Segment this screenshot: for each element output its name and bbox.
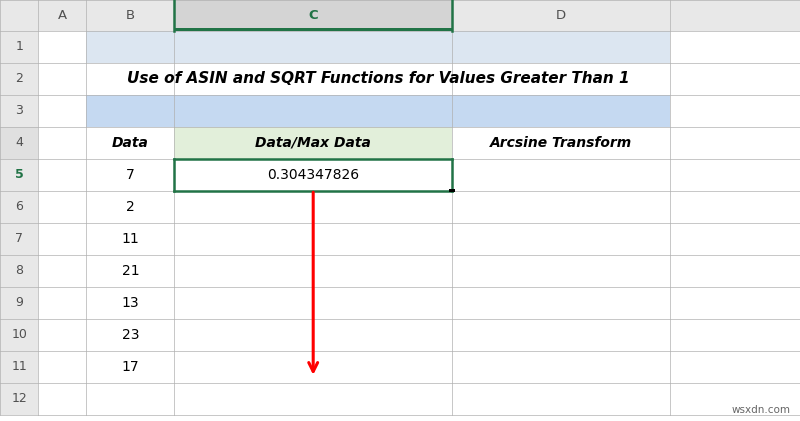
Bar	[0, 127, 38, 159]
Text: 7: 7	[15, 232, 23, 245]
Text: B: B	[126, 9, 135, 22]
Bar	[38, 0, 800, 31]
Text: A: A	[58, 9, 67, 22]
Text: D: D	[556, 9, 566, 22]
Text: Arcsine Transform: Arcsine Transform	[490, 136, 632, 150]
Bar	[174, 127, 452, 159]
Text: 12: 12	[11, 392, 27, 405]
Text: 5: 5	[15, 168, 23, 181]
Text: 13: 13	[122, 296, 139, 310]
Text: Data/Max Data: Data/Max Data	[255, 136, 371, 150]
Text: 11: 11	[122, 232, 139, 246]
Text: Data: Data	[112, 136, 149, 150]
Bar	[174, 0, 452, 31]
Text: 7: 7	[126, 168, 134, 182]
Text: 0.304347826: 0.304347826	[267, 168, 359, 182]
Text: 8: 8	[15, 264, 23, 277]
Text: 2: 2	[15, 72, 23, 85]
Text: 2: 2	[126, 200, 134, 214]
Bar	[174, 28, 452, 31]
Text: 4: 4	[15, 136, 23, 149]
Text: 21: 21	[122, 264, 139, 278]
Text: 1: 1	[15, 40, 23, 53]
Text: Use of ASIN and SQRT Functions for Values Greater Than 1: Use of ASIN and SQRT Functions for Value…	[127, 71, 630, 86]
Text: 10: 10	[11, 328, 27, 341]
Text: 3: 3	[15, 104, 23, 117]
Text: wsxdn.com: wsxdn.com	[731, 405, 790, 415]
Text: 11: 11	[11, 360, 27, 373]
Text: 23: 23	[122, 328, 139, 342]
Bar	[86, 95, 670, 127]
Text: 6: 6	[15, 200, 23, 213]
Bar	[449, 189, 455, 192]
Bar	[0, 0, 38, 415]
Text: 9: 9	[15, 296, 23, 309]
Bar	[86, 31, 670, 63]
Text: C: C	[308, 9, 318, 22]
Text: 17: 17	[122, 360, 139, 374]
